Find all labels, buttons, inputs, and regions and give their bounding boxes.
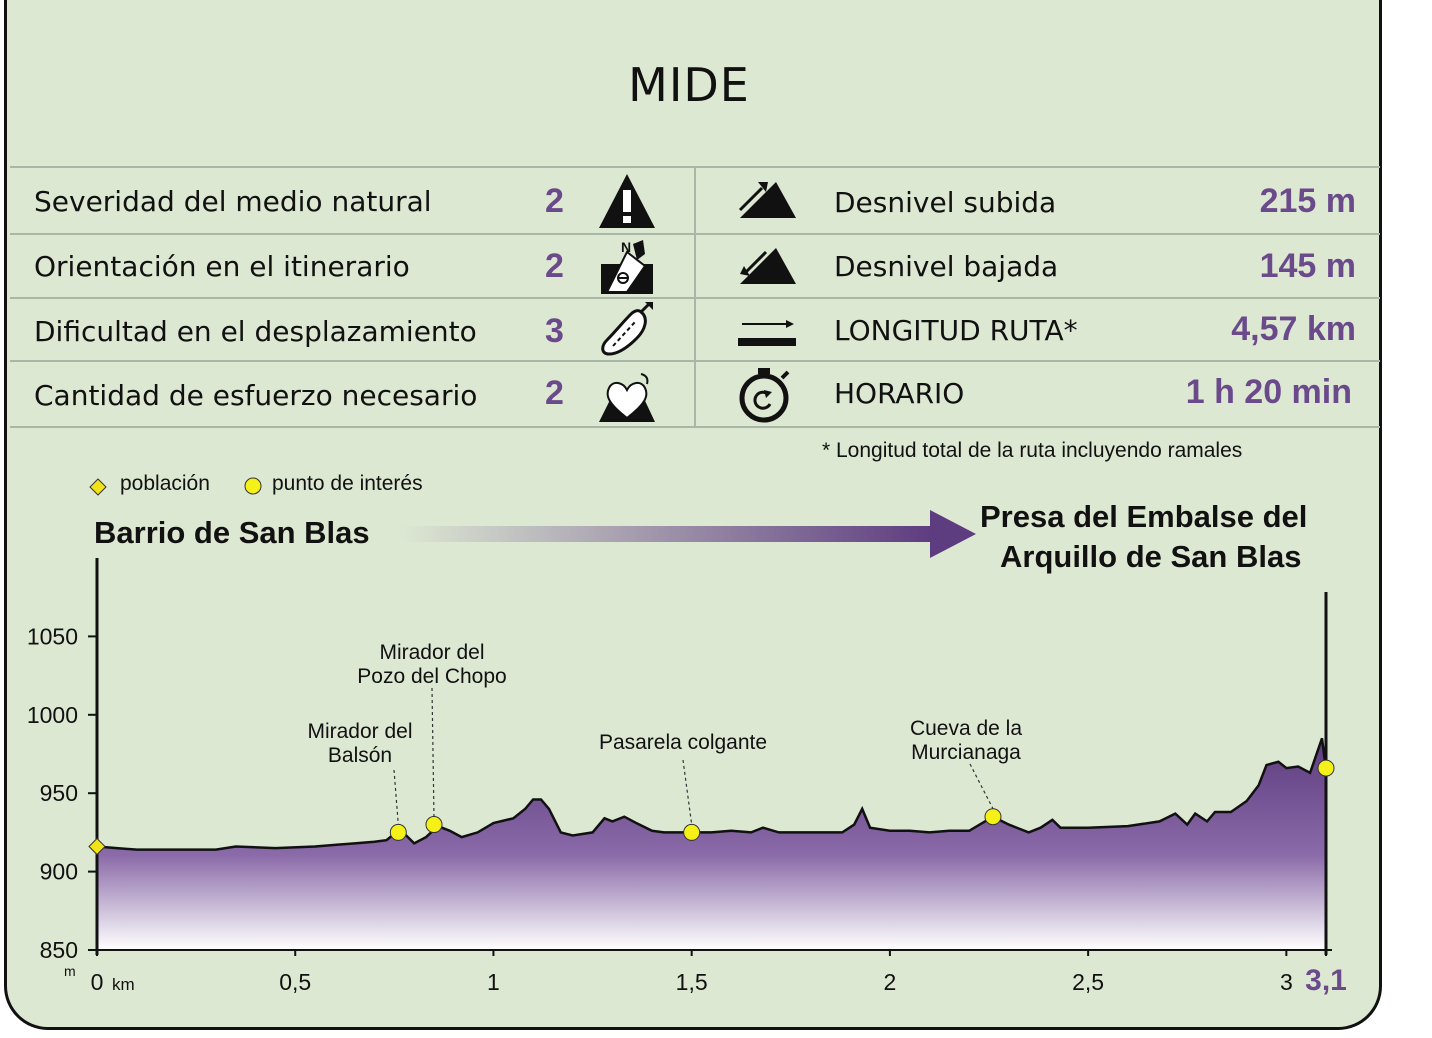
legend-poi-marker bbox=[244, 477, 262, 495]
ascent-icon bbox=[738, 182, 796, 218]
distance-icon bbox=[738, 320, 796, 346]
stopwatch-icon bbox=[739, 368, 790, 423]
annotation-leader bbox=[393, 769, 399, 825]
y-tick-label: 950 bbox=[40, 780, 78, 806]
footprint-icon bbox=[601, 302, 653, 356]
route-end-line2: Arquillo de San Blas bbox=[1000, 539, 1302, 574]
poi-marker bbox=[1317, 759, 1335, 777]
mide-label-orientacion: Orientación en el itinerario bbox=[34, 250, 410, 283]
x-tick-label: 2 bbox=[884, 969, 897, 995]
mide-table-grid bbox=[10, 166, 1380, 428]
page-title: MIDE bbox=[628, 58, 750, 112]
annotation-label: Pozo del Chopo bbox=[357, 665, 506, 688]
x-tick-label: 3,1 bbox=[1305, 964, 1347, 997]
annotation-label: Cueva de la bbox=[910, 717, 1022, 740]
annotation-label: Mirador del bbox=[379, 641, 484, 664]
poi-marker bbox=[425, 816, 443, 834]
route-direction-arrow bbox=[400, 510, 976, 558]
stat-value-subida: 215 m bbox=[1259, 182, 1356, 220]
town-marker bbox=[88, 837, 106, 856]
poi-marker bbox=[683, 823, 701, 841]
stat-label-subida: Desnivel subida bbox=[834, 186, 1057, 219]
annotation-label: Pasarela colgante bbox=[599, 731, 767, 754]
x-tick-label: 0,5 bbox=[279, 969, 311, 995]
x-tick-label: 0 bbox=[91, 969, 104, 995]
legend-town-marker bbox=[89, 478, 107, 496]
annotation-leader bbox=[431, 687, 435, 817]
mide-value-dificultad: 3 bbox=[545, 312, 564, 350]
x-tick-label: 1,5 bbox=[676, 969, 708, 995]
x-tick-label: 1 bbox=[487, 969, 500, 995]
route-length-note: * Longitud total de la ruta incluyendo r… bbox=[822, 439, 1243, 462]
mide-value-esfuerzo: 2 bbox=[545, 374, 564, 412]
stat-value-horario: 1 h 20 min bbox=[1185, 373, 1352, 411]
y-tick-label: 900 bbox=[40, 859, 78, 885]
y-axis-unit: m bbox=[64, 963, 76, 979]
stat-label-bajada: Desnivel bajada bbox=[834, 250, 1059, 283]
warning-triangle-icon bbox=[599, 174, 655, 228]
annotation-leader bbox=[969, 763, 994, 809]
x-tick-label: 2,5 bbox=[1072, 969, 1104, 995]
heart-effort-icon bbox=[599, 373, 655, 422]
annotation-label: Murcianaga bbox=[911, 741, 1021, 764]
annotation-label: Mirador del bbox=[307, 720, 412, 743]
route-end-line1: Presa del Embalse del bbox=[980, 499, 1308, 534]
svg-text:N: N bbox=[621, 239, 631, 255]
mide-value-severidad: 2 bbox=[545, 182, 564, 220]
route-start: Barrio de San Blas bbox=[94, 515, 370, 550]
mide-label-dificultad: Dificultad en el desplazamiento bbox=[34, 315, 477, 348]
descent-icon bbox=[740, 248, 796, 284]
mide-label-severidad: Severidad del medio natural bbox=[34, 185, 432, 218]
legend-poblacion: población bbox=[120, 472, 210, 495]
compass-orientation-icon: N bbox=[601, 239, 653, 294]
y-tick-label: 1000 bbox=[27, 702, 78, 728]
elevation-area bbox=[97, 738, 1326, 950]
mide-value-orientacion: 2 bbox=[545, 247, 564, 285]
stat-value-longitud: 4,57 km bbox=[1231, 310, 1356, 348]
y-tick-label: 1050 bbox=[27, 623, 78, 649]
stat-label-longitud: LONGITUD RUTA* bbox=[834, 314, 1078, 347]
mide-label-esfuerzo: Cantidad de esfuerzo necesario bbox=[34, 379, 478, 412]
x-axis-unit: km bbox=[112, 975, 135, 994]
annotation-label: Balsón bbox=[328, 744, 392, 767]
stat-label-horario: HORARIO bbox=[834, 377, 965, 410]
poi-marker bbox=[389, 823, 407, 841]
annotation-leader bbox=[682, 759, 693, 825]
poi-marker bbox=[984, 808, 1002, 826]
x-tick-label: 3 bbox=[1280, 969, 1293, 995]
legend-interes: punto de interés bbox=[272, 472, 423, 495]
y-tick-label: 850 bbox=[40, 937, 78, 963]
stat-value-bajada: 145 m bbox=[1259, 247, 1356, 285]
